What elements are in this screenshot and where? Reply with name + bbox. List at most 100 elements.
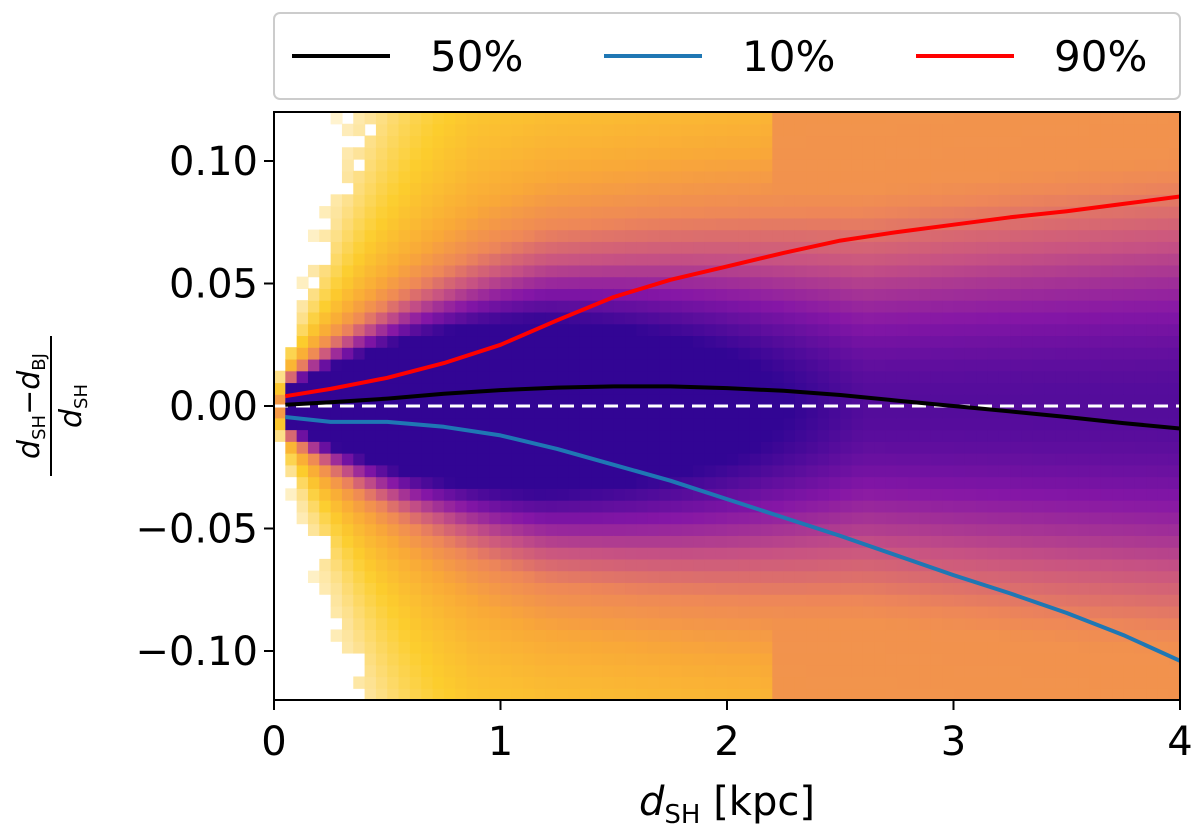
heatmap-cell <box>421 629 434 642</box>
heatmap-cell <box>477 558 490 572</box>
heatmap-cell <box>625 594 637 607</box>
heatmap-cell <box>1146 288 1158 301</box>
heatmap-cell <box>1089 170 1102 184</box>
heatmap-cell <box>794 288 807 301</box>
heatmap-cell <box>557 535 570 548</box>
heatmap-cell <box>659 217 671 231</box>
heatmap-cell <box>1078 264 1090 278</box>
heatmap-cell <box>1078 535 1090 548</box>
heatmap-cell <box>1089 253 1102 266</box>
heatmap-cell <box>704 511 717 525</box>
heatmap-cell <box>455 558 468 572</box>
heatmap-cell <box>806 688 819 700</box>
heatmap-cell <box>806 347 819 360</box>
heatmap-cell <box>1123 476 1136 489</box>
heatmap-cell <box>443 429 456 442</box>
heatmap-cell <box>885 582 898 595</box>
heatmap-cell <box>500 123 513 137</box>
heatmap-cell <box>409 253 422 266</box>
heatmap-cell <box>862 500 875 513</box>
heatmap-cell <box>749 147 762 160</box>
heatmap-cell <box>942 182 955 195</box>
heatmap-cell <box>1044 182 1057 195</box>
heatmap-cell <box>1123 429 1136 442</box>
heatmap-cell <box>1010 206 1023 219</box>
heatmap-cell <box>466 135 479 148</box>
heatmap-cell <box>1010 676 1023 689</box>
heatmap-cell <box>647 311 660 325</box>
heatmap-cell <box>953 594 966 607</box>
heatmap-cell <box>976 453 989 466</box>
heatmap-cell <box>953 535 966 548</box>
heatmap-cell <box>466 394 479 407</box>
heatmap-cell <box>930 229 943 242</box>
heatmap-cell <box>1089 406 1102 419</box>
heatmap-cell <box>557 406 570 419</box>
heatmap-cell <box>794 382 807 395</box>
heatmap-cell <box>715 170 728 184</box>
heatmap-cell <box>341 488 354 501</box>
heatmap-cell <box>1089 347 1102 360</box>
heatmap-cell <box>1089 688 1102 700</box>
heatmap-cell <box>353 488 366 501</box>
heatmap-cell <box>330 594 343 607</box>
heatmap-cell <box>591 217 604 231</box>
heatmap-cell <box>534 429 547 442</box>
heatmap-cell <box>477 288 490 301</box>
heatmap-cell <box>851 253 864 266</box>
heatmap-cell <box>896 488 909 501</box>
heatmap-cell <box>1146 253 1158 266</box>
heatmap-cell <box>840 370 853 384</box>
heatmap-cell <box>862 264 875 278</box>
heatmap-cell <box>670 182 683 195</box>
heatmap-cell <box>659 652 671 666</box>
heatmap-cell <box>1134 523 1147 536</box>
heatmap-cell <box>783 629 796 642</box>
heatmap-cell <box>806 370 819 384</box>
heatmap-cell <box>602 170 615 184</box>
heatmap-cell <box>636 300 649 313</box>
heatmap-cell <box>1078 429 1090 442</box>
heatmap-cell <box>715 229 728 242</box>
heatmap-cell <box>579 417 592 431</box>
heatmap-cell <box>636 429 649 442</box>
heatmap-cell <box>1066 288 1079 301</box>
heatmap-cell <box>896 347 909 360</box>
heatmap-cell <box>1032 182 1045 195</box>
heatmap-cell <box>749 629 762 642</box>
heatmap-cell <box>591 394 604 407</box>
heatmap-cell <box>613 688 626 700</box>
heatmap-cell <box>375 535 388 548</box>
heatmap-cell <box>477 594 490 607</box>
heatmap-cell <box>919 241 932 254</box>
heatmap-cell <box>1055 417 1068 431</box>
heatmap-cell <box>477 347 490 360</box>
heatmap-cell <box>636 229 649 242</box>
heatmap-cell <box>1032 253 1045 266</box>
heatmap-cell <box>874 429 887 442</box>
heatmap-cell <box>319 582 332 595</box>
heatmap-cell <box>1089 535 1102 548</box>
heatmap-cell <box>1112 253 1124 266</box>
heatmap-cell <box>727 311 739 325</box>
heatmap-cell <box>1146 476 1158 489</box>
heatmap-cell <box>862 382 875 395</box>
heatmap-cell <box>727 394 739 407</box>
heatmap-cell <box>896 194 909 207</box>
heatmap-cell <box>625 170 637 184</box>
heatmap-cell <box>625 241 637 254</box>
heatmap-cell <box>727 547 739 560</box>
heatmap-cell <box>534 500 547 513</box>
heatmap-cell <box>976 370 989 384</box>
y-num-sub1: SH <box>29 415 50 440</box>
heatmap-cell <box>591 476 604 489</box>
heatmap-cell <box>534 594 547 607</box>
heatmap-cell <box>704 441 717 454</box>
heatmap-cell <box>1146 629 1158 642</box>
heatmap-cell <box>398 664 411 678</box>
heatmap-cell <box>727 605 739 619</box>
heatmap-cell <box>341 382 354 395</box>
heatmap-cell <box>964 159 977 172</box>
heatmap-cell <box>1157 323 1170 337</box>
heatmap-cell <box>1044 417 1057 431</box>
